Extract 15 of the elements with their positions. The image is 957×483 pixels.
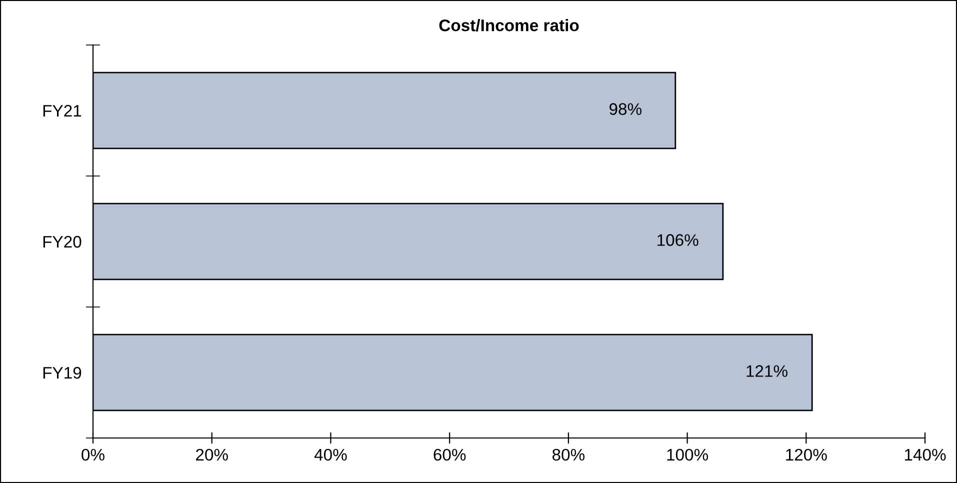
x-tick-label: 20%: [196, 448, 228, 461]
x-tick-label: 80%: [552, 448, 585, 461]
x-tick-label: 60%: [434, 448, 466, 461]
x-tick-label: 40%: [314, 448, 347, 461]
x-tick-label: 120%: [786, 448, 827, 461]
y-tick-label: FY21: [43, 104, 82, 117]
y-tick-label: FY20: [43, 236, 82, 248]
data-label: 98%: [610, 103, 642, 115]
y-tick-label: FY19: [43, 366, 82, 379]
x-tick-label: 140%: [904, 448, 946, 461]
x-tick-label: 0%: [82, 448, 104, 461]
data-label: 121%: [746, 365, 788, 377]
x-tick-label: 100%: [667, 448, 708, 461]
chart-title: Cost/Income ratio: [439, 19, 579, 32]
data-label: 106%: [658, 234, 698, 246]
